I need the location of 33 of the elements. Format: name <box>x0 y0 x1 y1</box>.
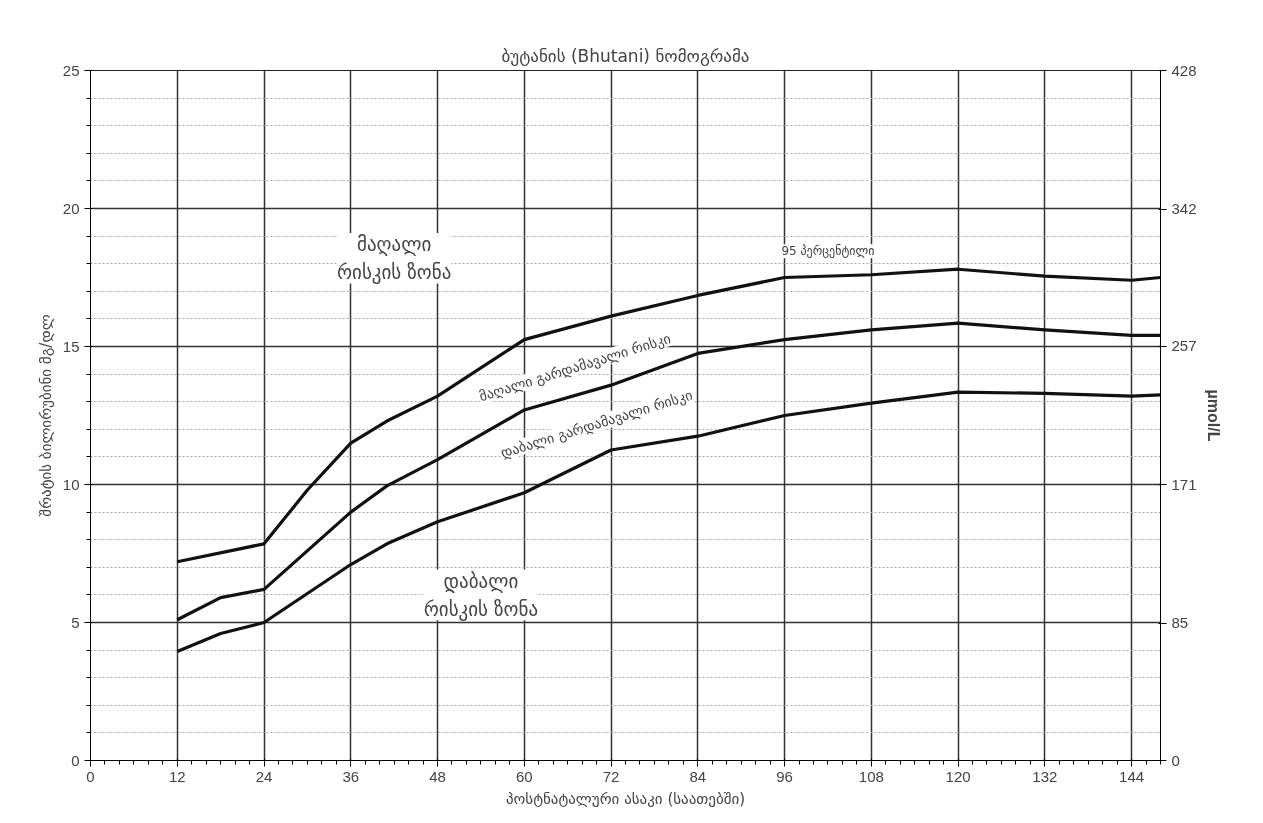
line-series <box>175 321 1161 622</box>
x-tick-label: 144 <box>1119 767 1145 785</box>
annotation: დაბალი რისკის ზონა <box>423 569 539 622</box>
y-tick-label: 25 <box>62 61 80 79</box>
y2-tick-label: 85 <box>1171 614 1189 632</box>
x-axis-title: პოსტნატალური ასაკი (საათებში) <box>505 789 746 808</box>
x-tick-label: 24 <box>255 767 273 785</box>
x-tick-label: 108 <box>858 767 884 785</box>
y-tick-label: 10 <box>62 475 80 493</box>
x-tick-label: 72 <box>602 767 620 785</box>
y2-tick-label: 0 <box>1171 751 1180 769</box>
y2-tick-label: 342 <box>1171 200 1197 218</box>
x-tick-label: 0 <box>86 767 95 785</box>
x-tick-label: 48 <box>429 767 446 785</box>
y-tick-label: 20 <box>62 199 80 217</box>
x-tick-label: 96 <box>776 767 793 785</box>
annotation: მაღალი რისკის ზონა <box>336 232 452 285</box>
x-tick-label: 60 <box>515 767 533 785</box>
y2-tick-label: 257 <box>1171 337 1197 355</box>
y-axis-title: შრატის ბილირუბინი მგ/დლ <box>36 314 55 517</box>
x-tick-label: 132 <box>1032 767 1058 785</box>
x-tick-label: 12 <box>168 767 186 785</box>
y2-tick-label: 428 <box>1171 61 1197 79</box>
x-tick-label: 36 <box>342 767 360 785</box>
x-tick-label: 120 <box>945 767 971 785</box>
y-tick-label: 5 <box>71 613 80 631</box>
y2-axis-title: µmol/L <box>1204 389 1222 442</box>
y-tick-label: 0 <box>71 751 80 769</box>
y-tick-label: 15 <box>62 337 80 355</box>
chart-title: ბუტანის (Bhutani) ნომოგრამა <box>501 45 750 66</box>
x-tick-label: 84 <box>689 767 707 785</box>
annotation: 95 პერცენტილი <box>781 244 875 259</box>
y2-tick-label: 171 <box>1171 475 1197 493</box>
